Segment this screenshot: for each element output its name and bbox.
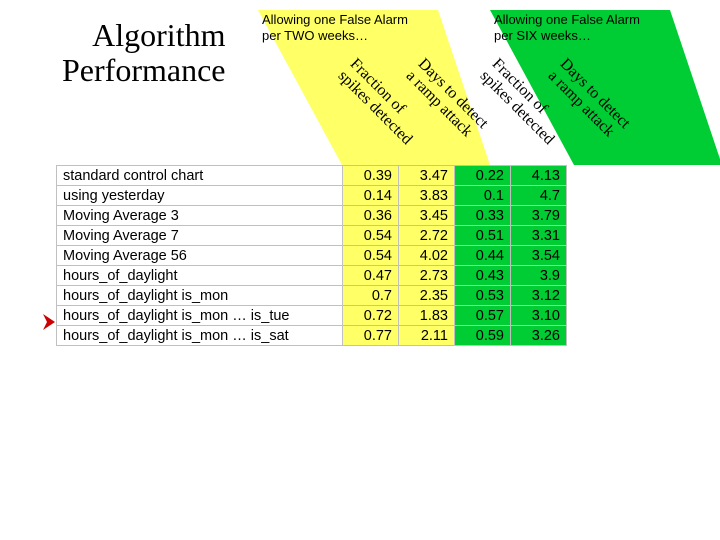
cell-two-b: 2.35 xyxy=(399,286,455,306)
row-name: hours_of_daylight is_mon … is_tue xyxy=(57,306,343,326)
cell-six-a: 0.57 xyxy=(455,306,511,326)
table-row: using yesterday0.143.830.14.7 xyxy=(57,186,567,206)
row-name: Moving Average 56 xyxy=(57,246,343,266)
row-name: Moving Average 3 xyxy=(57,206,343,226)
cell-six-a: 0.59 xyxy=(455,326,511,346)
cell-two-a: 0.77 xyxy=(343,326,399,346)
table-row: standard control chart0.393.470.224.13 xyxy=(57,166,567,186)
cell-two-a: 0.54 xyxy=(343,226,399,246)
row-marker-icon xyxy=(43,314,57,335)
cell-six-b: 3.10 xyxy=(511,306,567,326)
cell-two-b: 2.11 xyxy=(399,326,455,346)
table-row: hours_of_daylight is_mon … is_sat0.772.1… xyxy=(57,326,567,346)
cell-six-a: 0.53 xyxy=(455,286,511,306)
performance-table: standard control chart0.393.470.224.13us… xyxy=(56,165,567,346)
colgroup-two-label: Allowing one False Alarm per TWO weeks… xyxy=(262,12,490,45)
colgroup-two-label-l2: per TWO weeks… xyxy=(262,28,368,43)
colgroup-six-label-l2: per SIX weeks… xyxy=(494,28,591,43)
row-name: Moving Average 7 xyxy=(57,226,343,246)
cell-six-b: 4.13 xyxy=(511,166,567,186)
cell-six-b: 4.7 xyxy=(511,186,567,206)
cell-two-b: 2.73 xyxy=(399,266,455,286)
colgroup-six-label: Allowing one False Alarm per SIX weeks… xyxy=(494,12,720,45)
table-row: hours_of_daylight0.472.730.433.9 xyxy=(57,266,567,286)
cell-two-a: 0.39 xyxy=(343,166,399,186)
row-name: hours_of_daylight xyxy=(57,266,343,286)
colgroup-six-label-l1: Allowing one False Alarm xyxy=(494,12,640,27)
cell-six-a: 0.51 xyxy=(455,226,511,246)
cell-six-b: 3.54 xyxy=(511,246,567,266)
cell-two-b: 4.02 xyxy=(399,246,455,266)
column-group-two: Allowing one False Alarm per TWO weeks… xyxy=(258,10,490,45)
cell-six-a: 0.22 xyxy=(455,166,511,186)
cell-two-a: 0.54 xyxy=(343,246,399,266)
cell-two-a: 0.7 xyxy=(343,286,399,306)
page-title: Algorithm Performance xyxy=(62,18,225,88)
cell-six-b: 3.79 xyxy=(511,206,567,226)
cell-six-b: 3.9 xyxy=(511,266,567,286)
table-row: hours_of_daylight is_mon0.72.350.533.12 xyxy=(57,286,567,306)
row-name: using yesterday xyxy=(57,186,343,206)
cell-six-a: 0.44 xyxy=(455,246,511,266)
cell-two-a: 0.47 xyxy=(343,266,399,286)
table-row: Moving Average 70.542.720.513.31 xyxy=(57,226,567,246)
cell-two-a: 0.14 xyxy=(343,186,399,206)
table-row: hours_of_daylight is_mon … is_tue0.721.8… xyxy=(57,306,567,326)
cell-two-b: 3.45 xyxy=(399,206,455,226)
cell-two-b: 3.83 xyxy=(399,186,455,206)
title-line1: Algorithm xyxy=(92,17,225,53)
cell-six-b: 3.12 xyxy=(511,286,567,306)
row-name: standard control chart xyxy=(57,166,343,186)
cell-two-b: 2.72 xyxy=(399,226,455,246)
row-name: hours_of_daylight is_mon … is_sat xyxy=(57,326,343,346)
title-line2: Performance xyxy=(62,52,225,88)
row-name: hours_of_daylight is_mon xyxy=(57,286,343,306)
table-row: Moving Average 30.363.450.333.79 xyxy=(57,206,567,226)
cell-six-a: 0.1 xyxy=(455,186,511,206)
cell-six-a: 0.43 xyxy=(455,266,511,286)
cell-two-a: 0.72 xyxy=(343,306,399,326)
cell-six-b: 3.31 xyxy=(511,226,567,246)
table-row: Moving Average 560.544.020.443.54 xyxy=(57,246,567,266)
cell-two-b: 1.83 xyxy=(399,306,455,326)
cell-two-a: 0.36 xyxy=(343,206,399,226)
cell-two-b: 3.47 xyxy=(399,166,455,186)
cell-six-b: 3.26 xyxy=(511,326,567,346)
colgroup-two-label-l1: Allowing one False Alarm xyxy=(262,12,408,27)
cell-six-a: 0.33 xyxy=(455,206,511,226)
